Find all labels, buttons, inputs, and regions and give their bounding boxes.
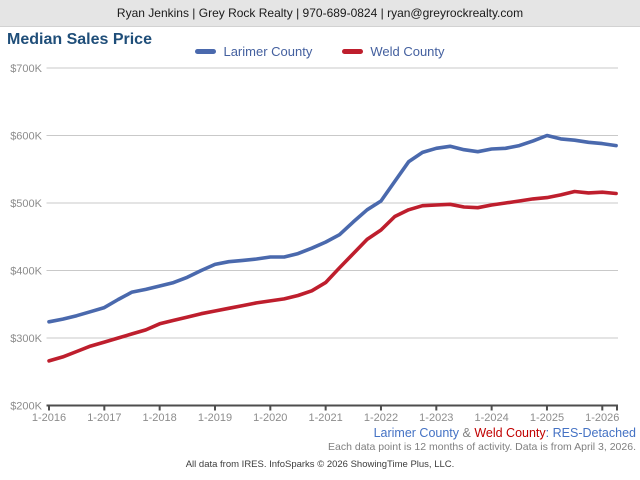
legend-item-weld: Weld County [342, 44, 445, 59]
series-line-weld-county [47, 189, 618, 363]
y-axis-label: $700K [10, 63, 42, 75]
footer-ampersand: & [459, 426, 475, 440]
attribution-line: All data from IRES. InfoSparks © 2026 Sh… [185, 459, 455, 470]
series-line-larimer-county [47, 133, 618, 324]
larimer-line-swatch [195, 49, 217, 54]
y-axis-label: $500K [10, 198, 42, 210]
x-axis-label: 1-2022 [364, 412, 398, 424]
y-axis-label: $400K [10, 266, 42, 278]
x-axis-label: 1-2021 [309, 412, 343, 424]
footer-weld-label: Weld County [474, 426, 546, 440]
legend-item-larimer: Larimer County [195, 44, 312, 59]
x-axis-label: 1-2023 [419, 412, 453, 424]
x-axis-label: 1-2026 [585, 412, 619, 424]
x-axis-label: 1-2018 [143, 412, 177, 424]
x-axis-label: 1-2019 [198, 412, 232, 424]
legend-label-weld: Weld County [370, 44, 445, 59]
weld-line-swatch [342, 49, 364, 54]
x-axis-label: 1-2024 [475, 412, 509, 424]
chart-legend: Larimer County Weld County [0, 44, 640, 59]
x-axis-label: 1-2016 [32, 412, 66, 424]
data-note: Each data point is 12 months of activity… [328, 441, 636, 453]
y-axis-label: $600K [10, 131, 42, 143]
x-axis-label: 1-2020 [253, 412, 287, 424]
y-axis-label: $300K [10, 333, 42, 345]
agent-contact-header: Ryan Jenkins | Grey Rock Realty | 970-68… [0, 0, 640, 27]
y-axis-label: $200K [10, 401, 42, 413]
x-axis-label: 1-2017 [87, 412, 121, 424]
page-title: Median Sales Price [7, 31, 152, 48]
legend-label-larimer: Larimer County [223, 44, 313, 59]
series-description-line: Larimer County & Weld County: RES-Detach… [374, 426, 636, 440]
footer-larimer-label: Larimer County [373, 426, 460, 440]
agent-contact-text: Ryan Jenkins | Grey Rock Realty | 970-68… [116, 6, 524, 20]
x-axis-label: 1-2025 [530, 412, 564, 424]
footer-property-type: : RES-Detached [545, 426, 636, 440]
